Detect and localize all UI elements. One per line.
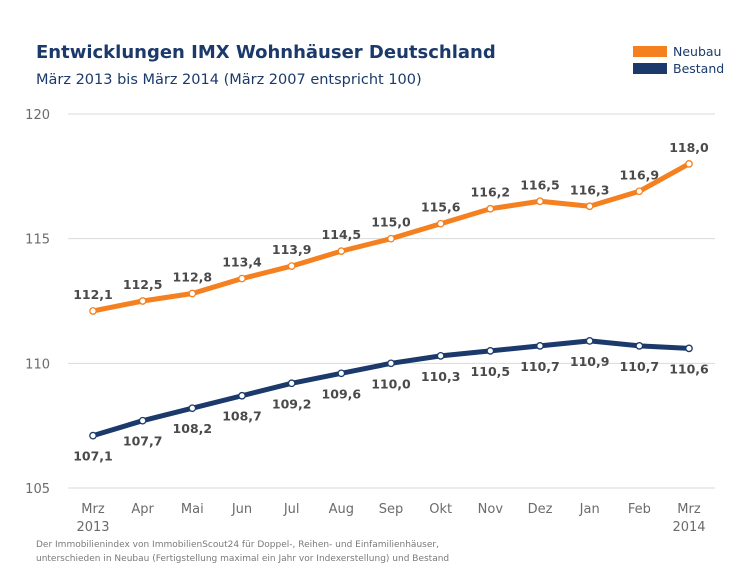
- data-label-neubau: 112,8: [173, 270, 213, 285]
- data-point-neubau: [188, 289, 197, 298]
- chart-subtitle: März 2013 bis März 2014 (März 2007 entsp…: [36, 72, 422, 88]
- data-label-neubau: 116,5: [520, 177, 560, 192]
- data-point-bestand: [238, 391, 246, 400]
- data-point-bestand: [138, 416, 147, 425]
- data-label-neubau: 115,6: [421, 200, 461, 215]
- data-point-bestand: [287, 379, 296, 388]
- y-tick-label: 105: [25, 482, 50, 497]
- data-point-neubau: [337, 247, 346, 255]
- x-tick-label: Mai: [181, 502, 204, 517]
- data-label-bestand: 110,6: [669, 361, 709, 376]
- legend: Neubau Bestand: [633, 43, 724, 77]
- x-tick-label: Aug: [329, 502, 354, 517]
- x-tick-label: Feb: [628, 502, 651, 517]
- data-point-neubau: [536, 197, 544, 206]
- data-point-bestand: [337, 369, 346, 378]
- x-tick-label: Jul: [283, 502, 300, 517]
- x-tick-label: Dez: [528, 502, 553, 517]
- x-tick-label: Mrz: [81, 502, 105, 517]
- x-tick-label: Apr: [131, 502, 154, 517]
- data-point-bestand: [89, 431, 97, 440]
- data-label-neubau: 113,9: [272, 242, 312, 257]
- data-label-bestand: 108,7: [222, 409, 262, 424]
- data-label-neubau: 112,1: [73, 287, 113, 302]
- data-point-neubau: [138, 297, 147, 305]
- data-label-neubau: 113,4: [222, 255, 262, 270]
- chart-title: Entwicklungen IMX Wohnhäuser Deutschland: [36, 42, 496, 63]
- x-tick-label: Jun: [231, 502, 252, 517]
- footnote-line-1: Der Immobilienindex von ImmobilienScout2…: [36, 540, 439, 550]
- data-label-bestand: 110,0: [371, 376, 411, 391]
- legend-label-bestand: Bestand: [673, 61, 725, 76]
- data-label-neubau: 118,0: [669, 140, 709, 155]
- data-label-neubau: 115,0: [371, 215, 411, 230]
- data-label-bestand: 108,2: [173, 421, 213, 436]
- data-label-bestand: 110,7: [520, 359, 560, 374]
- data-label-neubau: 114,5: [322, 227, 362, 242]
- data-point-bestand: [585, 337, 594, 345]
- data-label-bestand: 110,9: [570, 354, 610, 369]
- data-point-bestand: [685, 344, 693, 353]
- footnote-line-2: unterschieden in Neubau (Fertigstellung …: [36, 554, 450, 564]
- x-tick-label: Nov: [478, 502, 504, 517]
- data-label-bestand: 107,1: [73, 449, 113, 464]
- legend-swatch-neubau: [633, 46, 667, 57]
- data-point-neubau: [89, 307, 97, 315]
- y-tick-label: 110: [25, 357, 50, 372]
- y-tick-label: 115: [25, 233, 50, 248]
- data-point-bestand: [486, 347, 495, 355]
- data-point-neubau: [238, 274, 246, 283]
- legend-label-neubau: Neubau: [673, 44, 722, 59]
- data-label-bestand: 110,5: [471, 364, 511, 379]
- data-label-bestand: 110,7: [620, 359, 660, 374]
- x-tick-label: Mrz: [677, 502, 701, 517]
- data-point-neubau: [635, 187, 644, 196]
- data-point-bestand: [536, 342, 544, 350]
- x-tick-label: Sep: [379, 502, 404, 517]
- data-label-bestand: 109,6: [322, 386, 362, 401]
- data-point-bestand: [635, 342, 644, 350]
- x-tick-label: Okt: [429, 502, 452, 517]
- data-label-neubau: 116,9: [620, 167, 660, 182]
- data-point-neubau: [685, 160, 693, 168]
- data-point-neubau: [387, 234, 395, 243]
- legend-item-bestand: Bestand: [633, 60, 724, 77]
- legend-swatch-bestand: [633, 63, 667, 74]
- data-point-neubau: [585, 202, 594, 211]
- data-point-neubau: [486, 204, 495, 213]
- x-tick-sublabel: 2013: [76, 520, 109, 535]
- footnote: Der Immobilienindex von ImmobilienScout2…: [36, 538, 449, 566]
- data-label-neubau: 112,5: [123, 277, 163, 292]
- data-label-neubau: 116,2: [471, 185, 511, 200]
- y-tick-label: 120: [25, 108, 50, 123]
- x-tick-sublabel: 2014: [672, 520, 705, 535]
- data-label-bestand: 107,7: [123, 434, 163, 449]
- legend-item-neubau: Neubau: [633, 43, 724, 60]
- data-point-neubau: [436, 219, 445, 228]
- data-point-bestand: [188, 404, 197, 413]
- data-label-bestand: 110,3: [421, 369, 461, 384]
- data-point-bestand: [387, 359, 395, 368]
- data-point-neubau: [287, 262, 296, 270]
- data-point-bestand: [436, 352, 445, 360]
- x-tick-label: Jan: [579, 502, 600, 517]
- data-label-neubau: 116,3: [570, 182, 610, 197]
- data-label-bestand: 109,2: [272, 396, 312, 411]
